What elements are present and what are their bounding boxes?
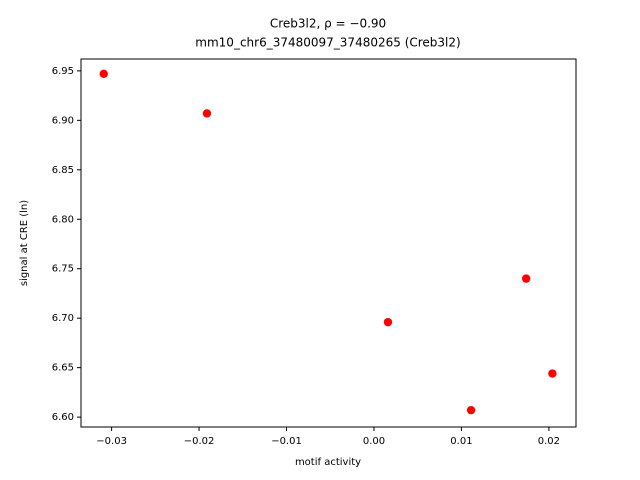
- x-tick-label: −0.03: [96, 436, 127, 447]
- y-tick-label: 6.65: [52, 363, 74, 374]
- x-tick-label: −0.01: [271, 436, 302, 447]
- y-tick-label: 6.75: [52, 264, 74, 275]
- chart-title: Creb3l2, ρ = −0.90: [270, 17, 386, 31]
- point: [466, 405, 476, 415]
- plot-frame: [80, 58, 577, 428]
- x-axis-label: motif activity: [295, 457, 361, 468]
- point: [383, 317, 393, 327]
- y-tick-label: 6.60: [52, 412, 74, 423]
- point: [548, 369, 557, 378]
- x-tick-label: 0.00: [363, 436, 385, 447]
- y-tick-label: 6.85: [52, 165, 74, 176]
- chart-subtitle: mm10_chr6_37480097_37480265 (Creb3l2): [195, 36, 460, 50]
- y-tick-label: 6.70: [52, 313, 74, 324]
- x-tick-label: −0.02: [184, 436, 215, 447]
- x-tick-label: 0.02: [538, 436, 560, 447]
- point: [99, 69, 108, 79]
- y-tick-label: 6.90: [52, 115, 74, 126]
- y-axis-label: signal at CRE (ln): [19, 200, 30, 286]
- point: [202, 109, 212, 118]
- y-tick-label: 6.95: [52, 66, 74, 77]
- x-tick-label: 0.01: [450, 436, 472, 447]
- y-tick-label: 6.80: [52, 214, 74, 225]
- point: [521, 274, 531, 283]
